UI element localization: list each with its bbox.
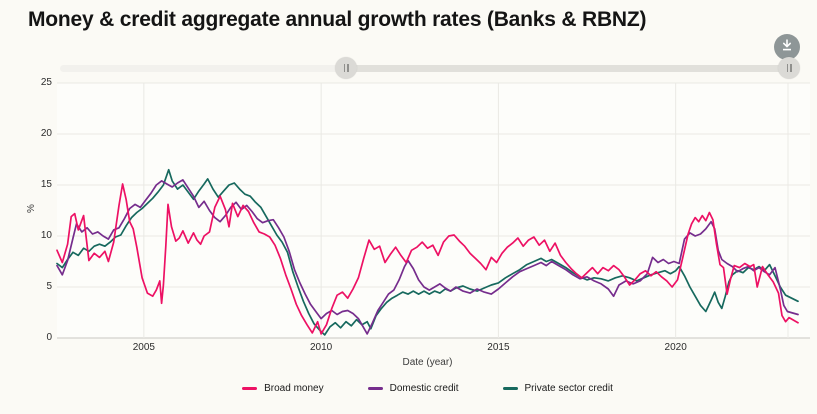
x-tick-label: 2010 — [310, 342, 333, 353]
x-axis-title: Date (year) — [402, 357, 453, 368]
download-button[interactable] — [774, 34, 800, 60]
range-slider-selected-range[interactable] — [346, 65, 789, 72]
y-tick-label: 20 — [40, 128, 52, 139]
y-tick-label: 0 — [46, 332, 52, 343]
range-slider-left-handle[interactable] — [335, 57, 357, 79]
x-tick-label: 2015 — [487, 342, 510, 353]
legend-item-broad-money[interactable]: Broad money — [242, 383, 324, 394]
y-tick-label: 15 — [40, 179, 52, 190]
x-tick-label: 2005 — [132, 342, 155, 353]
grip-bars-icon — [790, 64, 792, 72]
download-icon — [780, 38, 794, 57]
legend-item-private-sector-credit[interactable]: Private sector credit — [502, 383, 613, 394]
y-tick-label: 5 — [46, 281, 52, 292]
grip-bars-icon — [347, 64, 349, 72]
chart-legend: Broad money Domestic credit Private sector… — [57, 383, 798, 394]
x-tick-label: 2020 — [664, 342, 687, 353]
page-title: Money & credit aggregate annual growth r… — [28, 8, 647, 31]
range-slider-right-handle[interactable] — [778, 57, 800, 79]
legend-swatch-icon — [367, 387, 383, 390]
y-tick-label: 10 — [40, 230, 52, 241]
legend-swatch-icon — [242, 387, 258, 390]
grip-bars-icon — [786, 64, 788, 72]
y-axis-title: % — [25, 204, 37, 213]
y-tick-label: 25 — [40, 77, 52, 88]
legend-swatch-icon — [502, 387, 518, 390]
legend-item-domestic-credit[interactable]: Domestic credit — [367, 383, 459, 394]
grip-bars-icon — [343, 64, 345, 72]
